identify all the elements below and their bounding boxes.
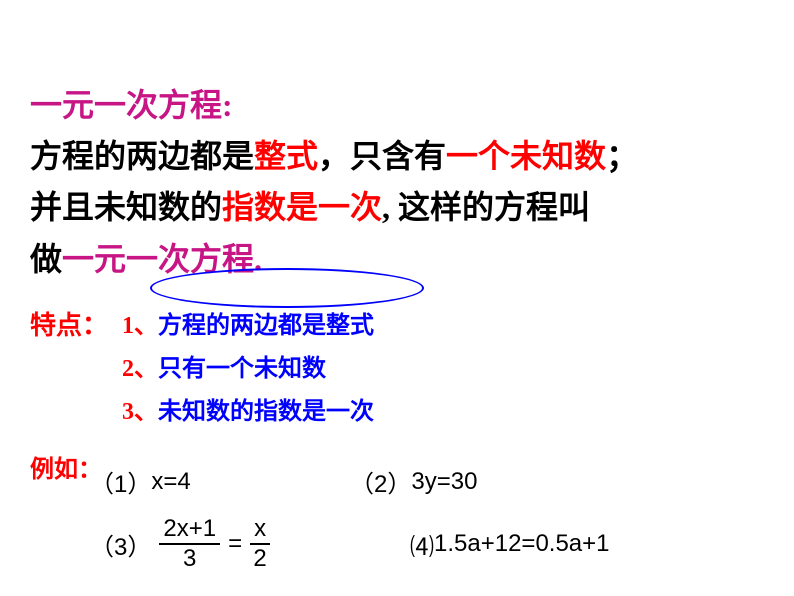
frac-bot: 3 bbox=[183, 545, 196, 571]
def-p6: 这样的方程叫 bbox=[390, 189, 590, 225]
features-list: 1、方程的两边都是整式 2、只有一个未知数 3、未知数的指数是一次 bbox=[122, 305, 374, 435]
def-p2: ，只含有 bbox=[318, 138, 446, 174]
feature-comma: 、 bbox=[134, 399, 158, 425]
ex3-frac2: x 2 bbox=[250, 517, 270, 571]
frac-bot: 2 bbox=[253, 545, 266, 571]
ex4-expr: 1.5a+12=0.5a+1 bbox=[434, 530, 610, 558]
def-hl3: 指数是一次 bbox=[222, 189, 382, 225]
frac-top: x bbox=[250, 517, 270, 545]
example-1: （1） x=4 bbox=[90, 464, 350, 499]
feature-item: 2、只有一个未知数 bbox=[122, 348, 374, 391]
example-4: ⑷ 1.5a+12=0.5a+1 bbox=[410, 527, 610, 562]
feature-text: 方程的两边都是整式 bbox=[158, 313, 374, 339]
example-3: （3） 2x+1 3 = x 2 bbox=[90, 517, 410, 571]
def-p4: 并且未知数的 bbox=[30, 189, 222, 225]
feature-num: 3 bbox=[122, 399, 134, 425]
def-p1: 方程的两边都是 bbox=[30, 138, 254, 174]
example-row: （3） 2x+1 3 = x 2 ⑷ 1.5a+12=0.5a+1 bbox=[90, 517, 764, 571]
def-hl1: 整式 bbox=[254, 138, 318, 174]
def-hl2: 一个未知数 bbox=[446, 138, 606, 174]
ex2-label: （2） bbox=[350, 464, 411, 499]
ex3-label: （3） bbox=[90, 527, 151, 562]
ex3-eq: = bbox=[228, 530, 242, 558]
ex2-expr: 3y=30 bbox=[411, 468, 477, 496]
example-row: （1） x=4 （2） 3y=30 bbox=[90, 464, 764, 499]
feature-comma: 、 bbox=[134, 313, 158, 339]
feature-text: 只有一个未知数 bbox=[158, 356, 326, 382]
feature-comma: 、 bbox=[134, 356, 158, 382]
example-2: （2） 3y=30 bbox=[350, 464, 477, 499]
def-hl4: 一元一次方程. bbox=[62, 241, 262, 277]
ex4-label: ⑷ bbox=[410, 527, 434, 562]
feature-text: 未知数的指数是一次 bbox=[158, 399, 374, 425]
feature-item: 1、方程的两边都是整式 bbox=[122, 305, 374, 348]
feature-num: 1 bbox=[122, 313, 134, 339]
ex1-label: （1） bbox=[90, 464, 151, 499]
def-p5: , bbox=[382, 189, 390, 225]
frac-top: 2x+1 bbox=[159, 517, 220, 545]
heading-block: 一元一次方程: 方程的两边都是整式，只含有一个未知数； 并且未知数的指数是一次,… bbox=[30, 80, 764, 285]
features-block: 特点： 1、方程的两边都是整式 2、只有一个未知数 3、未知数的指数是一次 bbox=[30, 305, 764, 435]
ex1-expr: x=4 bbox=[151, 468, 190, 496]
features-label: 特点： bbox=[30, 305, 108, 342]
examples-block: （1） x=4 （2） 3y=30 （3） 2x+1 3 = x bbox=[90, 464, 764, 571]
title-colon: : bbox=[222, 87, 233, 123]
def-p7: 做 bbox=[30, 241, 62, 277]
title-text: 一元一次方程 bbox=[30, 87, 222, 123]
def-p3: ； bbox=[606, 138, 638, 174]
feature-num: 2 bbox=[122, 356, 134, 382]
feature-item: 3、未知数的指数是一次 bbox=[122, 391, 374, 434]
ex3-frac1: 2x+1 3 bbox=[159, 517, 220, 571]
